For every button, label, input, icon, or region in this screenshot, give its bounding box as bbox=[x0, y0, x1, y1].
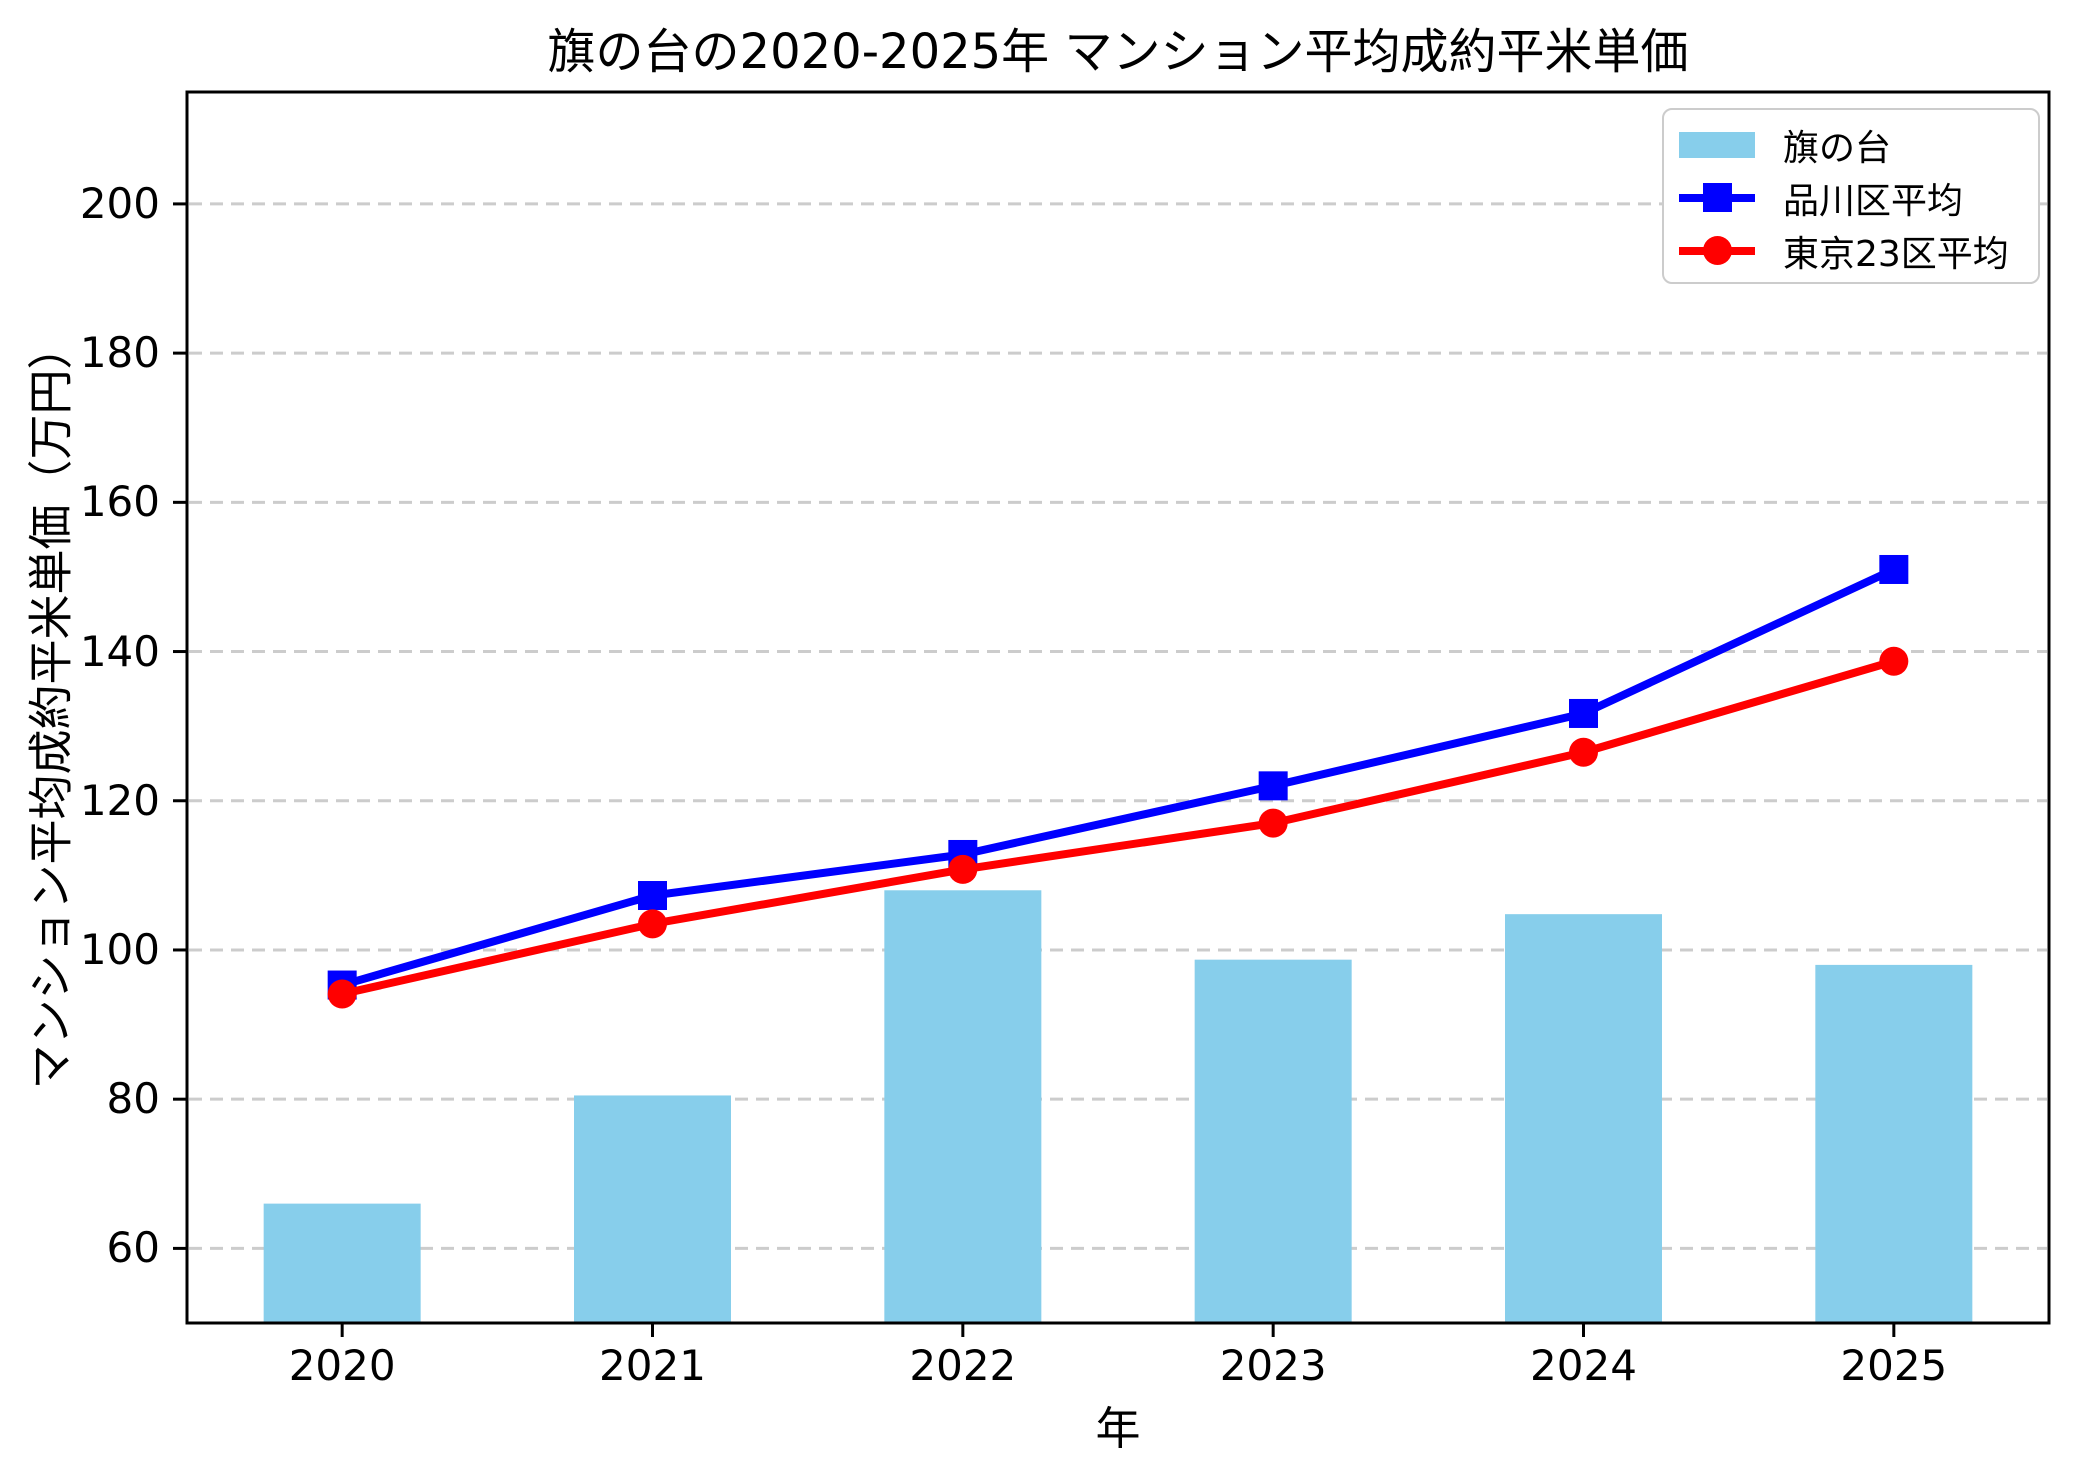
x-tick-label-2022: 2022 bbox=[909, 1341, 1017, 1390]
tokyo23-circle-marker-2025 bbox=[1879, 646, 1909, 676]
legend-item-shinagawa: 品川区平均 bbox=[1679, 171, 2038, 224]
legend-swatch-area bbox=[1679, 182, 1755, 214]
plot-border bbox=[185, 90, 2051, 1325]
y-tick-label-200: 200 bbox=[79, 178, 160, 228]
y-tick-label-80: 80 bbox=[106, 1074, 160, 1124]
legend: 旗の台 品川区平均 東京23区平均 bbox=[1662, 108, 2040, 284]
legend-label-hatanodai: 旗の台 bbox=[1783, 127, 1892, 169]
shinagawa-square-marker-2025 bbox=[1879, 554, 1909, 584]
x-tick-label-2025: 2025 bbox=[1840, 1341, 1948, 1390]
shinagawa-square-marker-2023 bbox=[1258, 771, 1288, 801]
blue-square-marker-icon bbox=[1702, 183, 1732, 212]
x-tick-label-2021: 2021 bbox=[599, 1341, 706, 1390]
x-axis-label: 年 bbox=[1095, 1402, 1141, 1455]
legend-item-tokyo23: 東京23区平均 bbox=[1679, 224, 2038, 277]
bar-swatch-icon bbox=[1679, 131, 1755, 158]
hatanodai-bar-2020 bbox=[263, 1203, 421, 1323]
hatanodai-bar-2023 bbox=[1194, 959, 1352, 1323]
tokyo23-circle-marker-2020 bbox=[327, 979, 357, 1009]
y-tick-label-180: 180 bbox=[79, 328, 160, 378]
tokyo23-line bbox=[338, 657, 1898, 998]
tokyo23-circle-marker-2022 bbox=[948, 854, 978, 884]
x-tick-label-2024: 2024 bbox=[1530, 1341, 1637, 1390]
hatanodai-bar-2024 bbox=[1505, 914, 1662, 1323]
legend-swatch-area bbox=[1679, 129, 1755, 161]
legend-label-tokyo23: 東京23区平均 bbox=[1783, 233, 2009, 275]
hatanodai-bar-2021 bbox=[574, 1095, 731, 1323]
shinagawa-line bbox=[338, 565, 1898, 990]
hatanodai-bar-2022 bbox=[884, 890, 1042, 1323]
tokyo23-circle-marker-2024 bbox=[1569, 737, 1598, 767]
chart-title: 旗の台の2020-2025年 マンション平均成約平米単価 bbox=[547, 24, 1689, 80]
legend-item-hatanodai: 旗の台 bbox=[1679, 118, 2038, 171]
hatanodai-bar-2025 bbox=[1815, 964, 1973, 1323]
y-tick-label-120: 120 bbox=[79, 775, 160, 825]
red-circle-marker-icon bbox=[1702, 236, 1732, 265]
legend-label-shinagawa: 品川区平均 bbox=[1783, 180, 1964, 222]
tokyo23-circle-marker-2021 bbox=[638, 909, 667, 939]
y-tick-label-60: 60 bbox=[106, 1223, 160, 1273]
x-tick-label-2023: 2023 bbox=[1219, 1341, 1327, 1390]
y-tick-label-160: 160 bbox=[79, 477, 160, 527]
y-tick-label-140: 140 bbox=[79, 626, 160, 676]
legend-swatch-area bbox=[1679, 235, 1755, 267]
x-tick-label-2020: 2020 bbox=[288, 1341, 396, 1390]
tokyo23-circle-marker-2023 bbox=[1258, 808, 1288, 838]
shinagawa-square-marker-2024 bbox=[1569, 698, 1598, 728]
shinagawa-square-marker-2021 bbox=[638, 881, 667, 911]
y-tick-label-100: 100 bbox=[79, 924, 160, 974]
